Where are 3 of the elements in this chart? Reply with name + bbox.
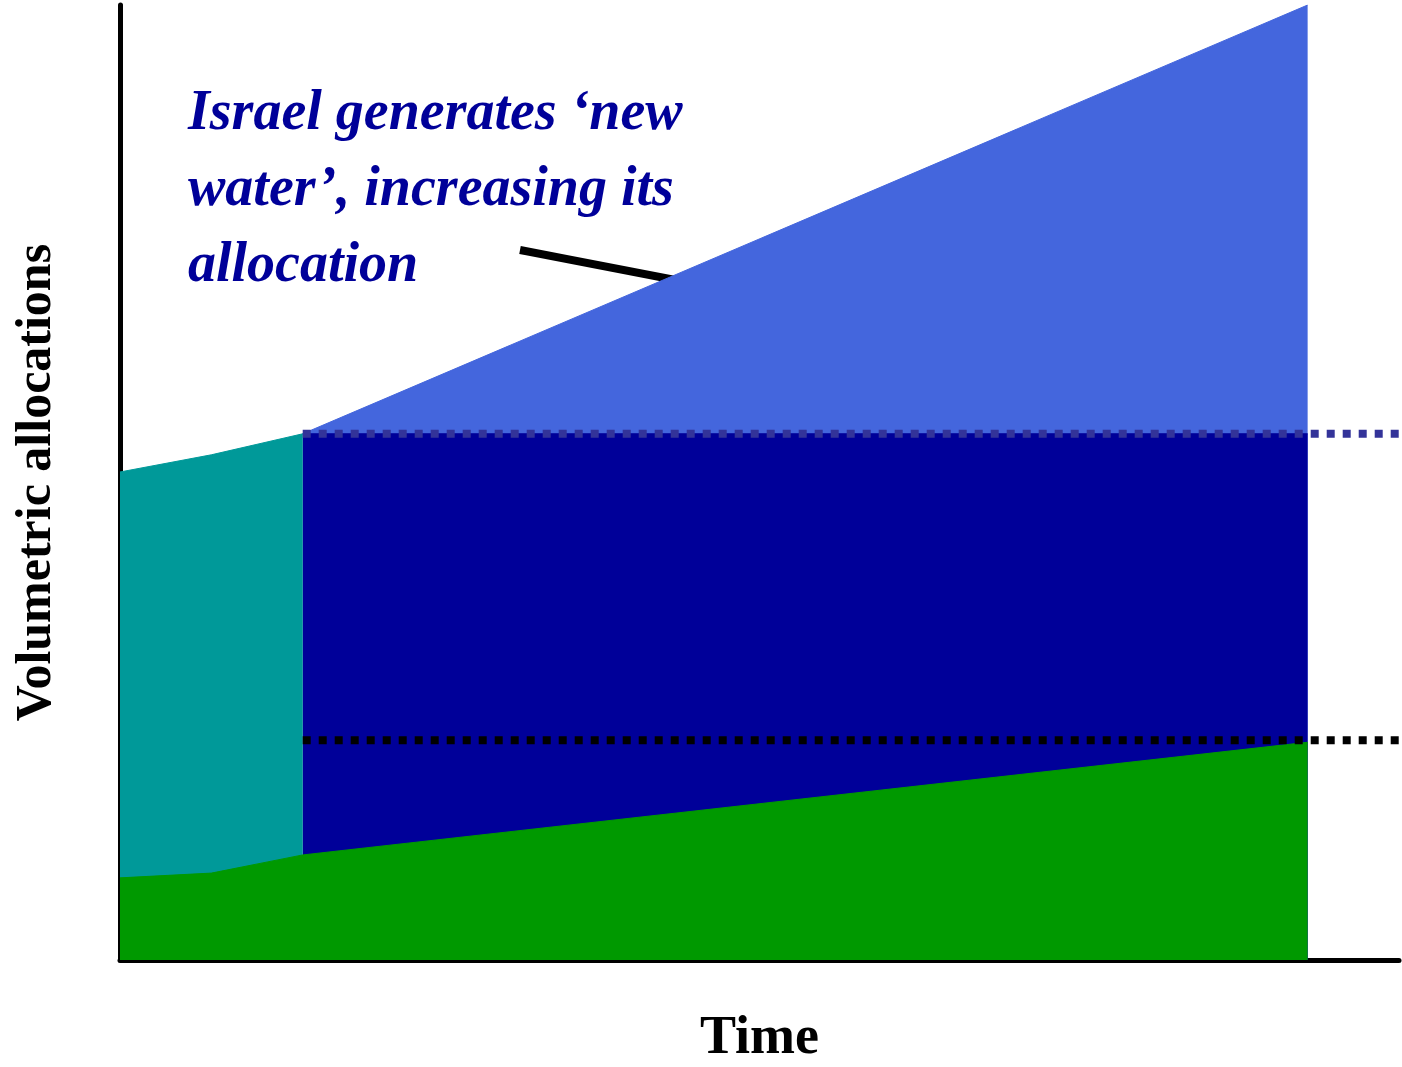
y-axis-title: Volumetric allocations <box>5 243 61 722</box>
x-axis-title: Time <box>700 1005 819 1065</box>
annotation: Israel generates ‘new water’, increasing its allocation <box>187 79 697 293</box>
